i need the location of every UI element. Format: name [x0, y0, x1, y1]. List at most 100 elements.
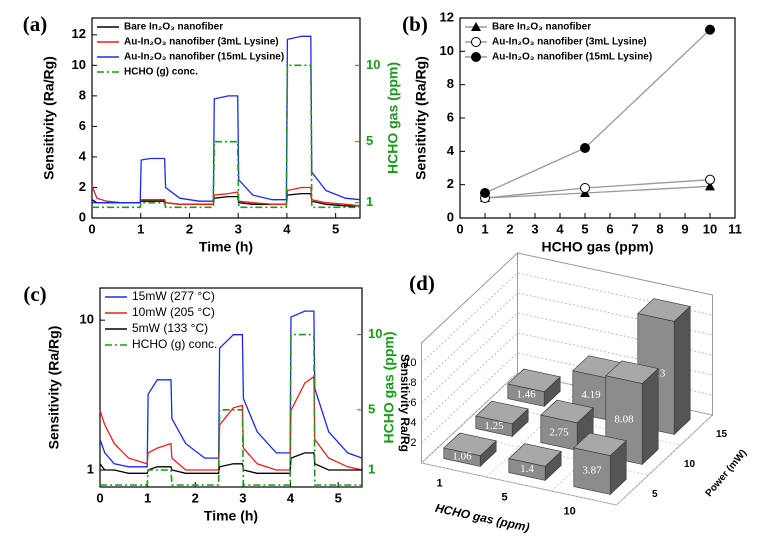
- bar-side: [673, 305, 691, 436]
- legend-label: HCHO (g) conc.: [124, 67, 198, 78]
- x-tick-label: 5: [335, 490, 342, 505]
- y-tick-label: 5: [652, 489, 658, 500]
- x-tick-label: 2: [186, 221, 193, 236]
- bar-value-label: 4.19: [581, 389, 601, 401]
- x-tick-label: 0: [96, 490, 103, 505]
- y-tick-label: 10: [440, 43, 454, 58]
- y2-axis-label: HCHO gas (ppm): [385, 62, 401, 174]
- z-tick-label: 2: [410, 437, 416, 449]
- y-tick-label: 12: [440, 9, 454, 24]
- y-tick-label: 1: [87, 461, 94, 476]
- y2-tick-label: 1: [366, 194, 373, 209]
- marker: [705, 24, 715, 35]
- legend-marker: [471, 22, 481, 31]
- y2-tick-label: 5: [368, 401, 375, 416]
- bar-value-label: 1.4: [520, 463, 534, 475]
- series-line: [100, 333, 362, 486]
- marker: [580, 143, 590, 153]
- z-tick-label: 4: [410, 417, 416, 429]
- series-line: [99, 375, 363, 471]
- legend-label: Bare In₂O₃ nanofiber: [492, 22, 591, 33]
- series-line: [92, 35, 361, 204]
- legend-label: Au-In₂O₃ nanofiber (15mL Lysine): [124, 52, 284, 63]
- legend-marker-shape: [471, 37, 481, 47]
- z-tick-label: 6: [410, 397, 416, 409]
- x-tick-label: 3: [239, 490, 246, 505]
- marker: [580, 183, 590, 193]
- legend-marker-shape: [471, 52, 481, 62]
- y-tick-label: 12: [72, 26, 86, 41]
- bar-value-label: 1.46: [516, 389, 536, 401]
- x-tick-label: 1: [137, 221, 144, 236]
- x-tick-label: 2: [506, 221, 513, 236]
- marker: [705, 174, 715, 185]
- x-tick-label: 4: [556, 221, 564, 236]
- y-tick-label: 2: [447, 176, 454, 191]
- series-line: [92, 64, 360, 209]
- y2-tick-label: 10: [368, 326, 382, 341]
- bar-value-label: 3.87: [582, 465, 602, 477]
- z-axis-label: Sensitivity Ra/Rg: [398, 354, 412, 452]
- y-tick-label: 10: [684, 459, 696, 470]
- bar: [540, 414, 578, 451]
- x-axis-label: HCHO gas (ppm): [542, 239, 654, 255]
- series-line: [484, 185, 711, 199]
- x-tick-label: 6: [606, 221, 613, 236]
- x-tick-label: 1: [437, 477, 443, 489]
- y-tick-label: 0: [79, 209, 86, 224]
- bar: [507, 383, 545, 407]
- x-tick-label: 9: [681, 221, 688, 236]
- floor-grid: [421, 372, 518, 464]
- y-tick-label: 6: [447, 109, 454, 124]
- x-tick-label: 1: [481, 221, 488, 236]
- y2-axis-label: HCHO gas (ppm): [381, 332, 397, 444]
- plot-frame: [459, 17, 736, 219]
- series-line: [99, 452, 362, 474]
- y-tick-label: 8: [79, 87, 86, 102]
- series-line: [484, 179, 711, 199]
- y2-tick-label: 5: [366, 133, 373, 148]
- legend-label: Bare In₂O₃ nanofiber: [124, 22, 223, 33]
- marker: [480, 188, 490, 198]
- x-tick-label: 4: [287, 490, 295, 505]
- x-tick-label: 11: [728, 221, 742, 236]
- panel-label: (d): [409, 271, 435, 295]
- bar: [508, 458, 546, 481]
- bar: [443, 447, 481, 467]
- x-axis-label: HCHO gas (ppm): [434, 501, 531, 535]
- bar-value-label: 8.08: [614, 414, 634, 426]
- legend-label: Au-In₂O₃ nanofiber (3mL Lysine): [492, 37, 647, 48]
- y-tick-label: 0: [447, 209, 454, 224]
- marker: [705, 181, 715, 191]
- x-tick-label: 5: [581, 221, 588, 236]
- legend-label: HCHO (g) conc.: [132, 337, 217, 351]
- bar: [573, 447, 611, 495]
- x-tick-label: 8: [656, 221, 663, 236]
- legend-label: 15mW (277 °C): [132, 289, 215, 303]
- plot-frame: [99, 287, 363, 488]
- x-tick-label: 0: [456, 221, 463, 236]
- x-tick-label: 4: [283, 221, 291, 236]
- legend-marker: [471, 37, 481, 47]
- x-tick-label: 7: [631, 221, 638, 236]
- bar-value-label: 1.25: [484, 420, 504, 432]
- legend-marker: [471, 52, 481, 62]
- y-axis-label: Sensitivity (Ra/Rg): [413, 56, 429, 180]
- bar: [475, 415, 513, 437]
- bar-side: [641, 367, 659, 466]
- x-tick-label: 3: [531, 221, 538, 236]
- y-tick-label: 4: [447, 143, 455, 158]
- y-tick-label: 8: [447, 76, 454, 91]
- y-tick-label: 10: [72, 57, 86, 72]
- y2-tick-label: 10: [366, 57, 380, 72]
- panel-label: (a): [23, 12, 48, 36]
- bar-value-label: 1.06: [452, 451, 472, 463]
- x-tick-label: 2: [192, 490, 199, 505]
- z-tick-label: 10: [404, 357, 416, 369]
- floor-grid: [616, 414, 713, 506]
- x-tick-label: 3: [235, 221, 242, 236]
- floor-grid: [421, 462, 617, 506]
- y-tick-label: 15: [716, 429, 728, 440]
- x-tick-label: 10: [563, 505, 575, 517]
